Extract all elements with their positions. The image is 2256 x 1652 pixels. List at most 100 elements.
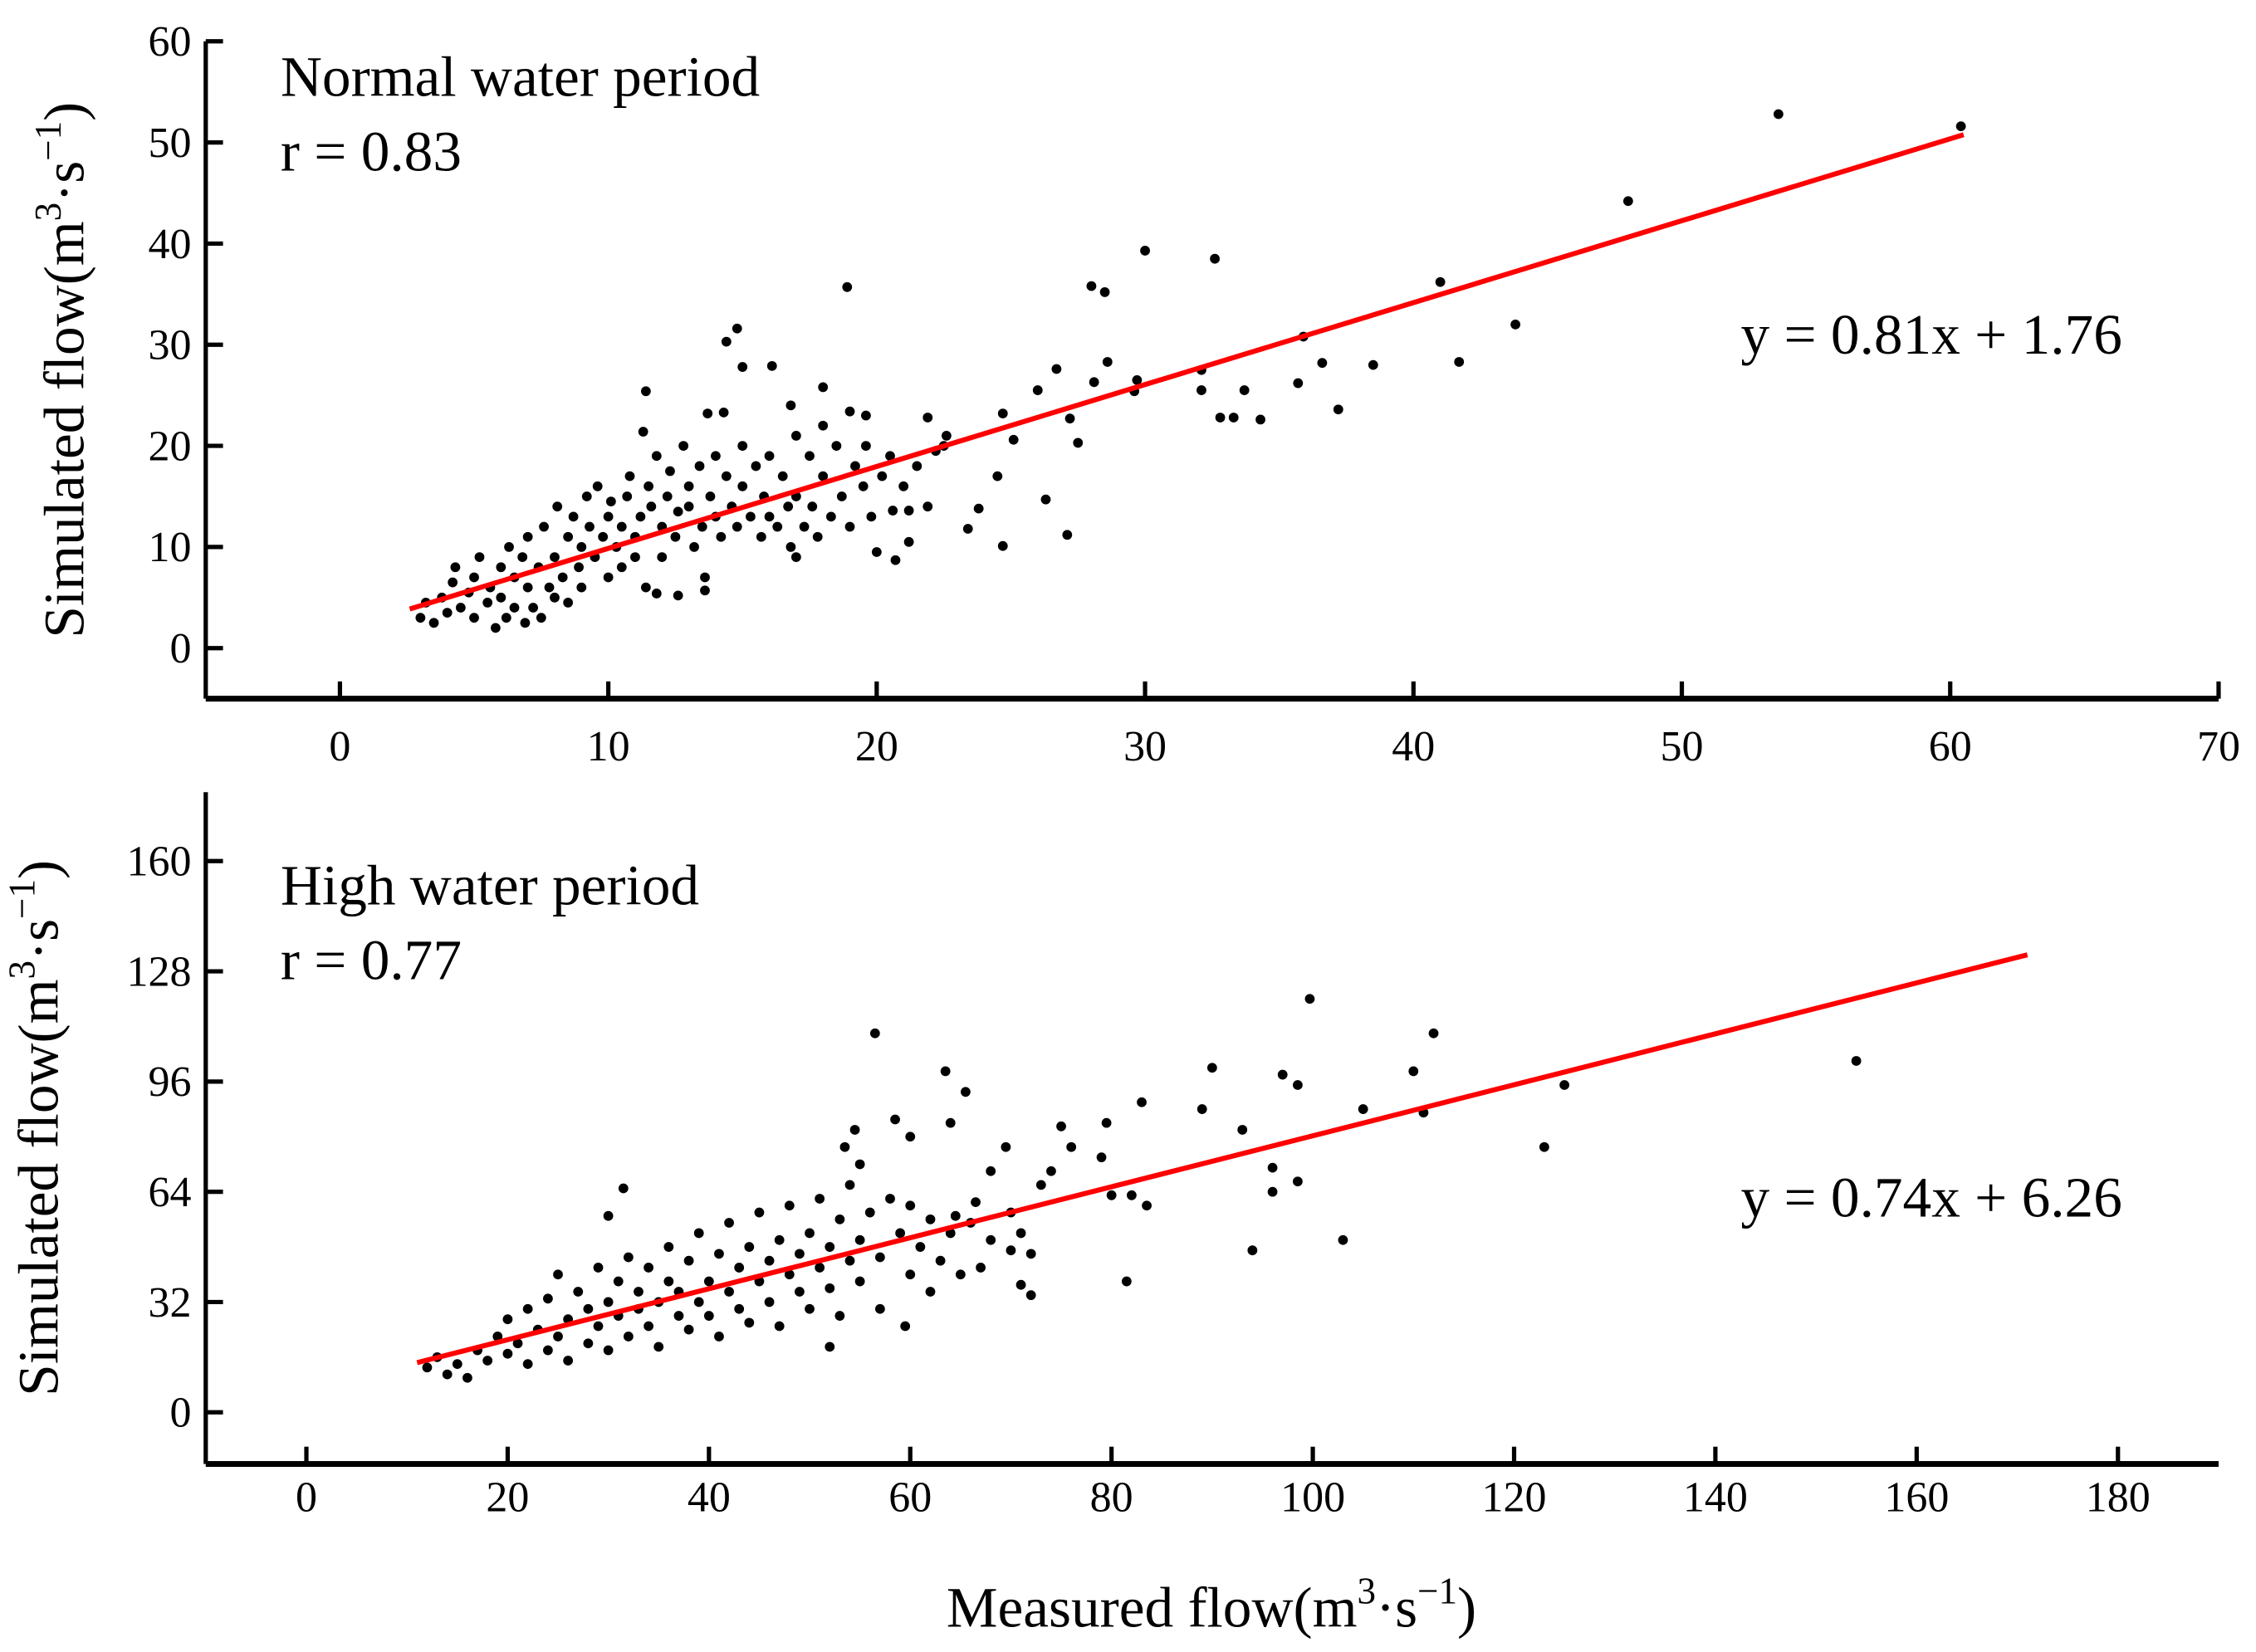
data-point [638, 427, 648, 437]
data-point [844, 521, 855, 532]
data-point [1127, 1190, 1137, 1200]
data-point [737, 441, 748, 451]
data-point [834, 1311, 845, 1321]
data-point [1056, 1121, 1066, 1131]
data-point [1140, 246, 1150, 256]
data-point [502, 1348, 513, 1359]
data-point [805, 451, 815, 462]
x-tick-label: 140 [1683, 1474, 1748, 1522]
data-point [1062, 530, 1073, 540]
data-point [640, 582, 651, 593]
data-point [718, 407, 729, 418]
y-tick-label: 160 [127, 838, 192, 886]
y-tick-label: 96 [148, 1058, 191, 1106]
data-point [997, 540, 1008, 551]
data-point [962, 524, 973, 534]
correlation-label: r = 0.77 [281, 928, 462, 992]
data-point [818, 471, 829, 481]
data-point [1142, 1200, 1152, 1211]
axis-label-base: Measured flow(m [947, 1575, 1358, 1639]
data-point [1293, 378, 1304, 389]
data-point [831, 441, 842, 451]
data-point [603, 1210, 614, 1221]
data-point [552, 501, 563, 512]
data-point [605, 496, 616, 506]
data-point [492, 1332, 503, 1342]
data-point [539, 521, 549, 532]
data-point [905, 1269, 916, 1280]
data-point [1206, 1063, 1217, 1073]
data-point [1137, 1097, 1147, 1107]
data-point [714, 1249, 724, 1259]
data-point [1239, 385, 1250, 395]
data-point [522, 531, 533, 542]
data-point [834, 1214, 845, 1224]
x-tick-label: 20 [855, 723, 898, 770]
data-point [737, 362, 748, 372]
data-point [784, 1200, 795, 1211]
data-point [905, 1131, 916, 1142]
data-point [573, 1287, 584, 1297]
data-point [744, 1242, 755, 1252]
x-tick-label: 40 [1392, 723, 1435, 770]
data-point [1851, 1056, 1862, 1066]
data-point [805, 1228, 815, 1239]
data-point [1255, 414, 1265, 425]
data-point [905, 1200, 916, 1211]
data-point [700, 572, 710, 583]
y-tick-label: 32 [148, 1279, 191, 1327]
data-point [1510, 319, 1520, 330]
data-point [469, 613, 479, 623]
data-point [1132, 374, 1143, 385]
data-point [774, 1321, 785, 1332]
data-point [646, 501, 657, 512]
data-point [986, 1234, 996, 1245]
data-point [448, 577, 458, 588]
axis-label-base: Simulated flow(m [32, 221, 96, 638]
x-tick-label: 180 [2086, 1474, 2151, 1522]
data-point [1064, 413, 1075, 424]
data-point [849, 1125, 860, 1135]
data-point [844, 1255, 855, 1266]
data-point [450, 562, 461, 573]
data-point [1267, 1186, 1278, 1197]
x-tick-label: 70 [2197, 723, 2240, 770]
data-point [543, 1345, 553, 1356]
axis-label-end: ) [1457, 1575, 1476, 1639]
data-point [1454, 357, 1465, 367]
data-point [885, 451, 895, 462]
regression-equation: y = 0.74x + 6.26 [1741, 1165, 2122, 1229]
data-point [644, 1263, 653, 1273]
data-point [721, 471, 732, 481]
data-point [1073, 437, 1084, 448]
data-point [825, 1283, 835, 1293]
data-point [1032, 385, 1043, 395]
data-point [818, 420, 829, 431]
data-point [826, 511, 836, 522]
data-point [651, 589, 662, 599]
x-tick-label: 10 [587, 723, 630, 770]
data-point [915, 1242, 926, 1252]
data-point [581, 491, 592, 501]
y-tick-label: 40 [148, 221, 191, 268]
data-point [1408, 1066, 1419, 1077]
data-point [864, 1207, 875, 1218]
regression-equation: y = 0.81x + 1.76 [1741, 302, 2122, 366]
data-point [583, 1338, 594, 1349]
y-tick-label: 20 [148, 423, 191, 470]
data-point [663, 1276, 674, 1287]
data-point [815, 1263, 825, 1273]
data-point [1046, 1166, 1056, 1176]
data-point [550, 552, 560, 562]
data-point [563, 1356, 574, 1366]
data-point [903, 506, 914, 516]
data-point [825, 1242, 835, 1252]
data-point [1106, 1190, 1117, 1200]
data-point [874, 1252, 885, 1263]
data-point [1210, 253, 1220, 264]
data-point [941, 431, 952, 441]
data-point [517, 552, 528, 562]
data-point [844, 406, 855, 417]
data-point [854, 1234, 865, 1245]
data-point [925, 1287, 936, 1297]
